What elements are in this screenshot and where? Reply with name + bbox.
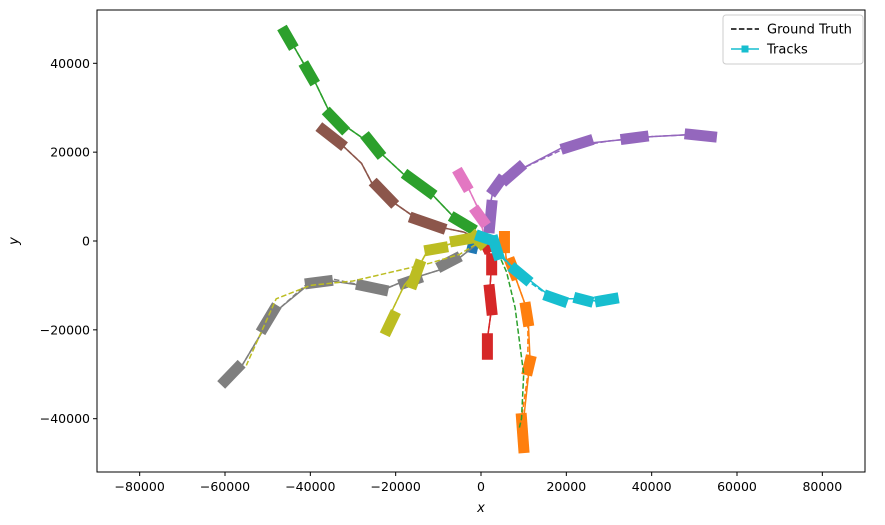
legend-tracks-label: Tracks xyxy=(766,43,808,58)
track-marker-cluster xyxy=(355,278,390,297)
y-tick-label: 20000 xyxy=(50,145,90,160)
track-marker-cluster xyxy=(619,130,650,145)
track-marker-cluster xyxy=(423,241,449,257)
track-marker-cluster xyxy=(483,283,498,316)
legend-ground-truth-label: Ground Truth xyxy=(767,23,852,38)
track-marker-cluster xyxy=(469,204,491,229)
track-series-6 xyxy=(315,122,482,242)
track-marker-cluster xyxy=(360,131,387,160)
legend-tracks-marker xyxy=(741,45,749,53)
x-axis-label: x xyxy=(476,501,485,516)
track-marker-cluster xyxy=(572,292,595,308)
track-marker-cluster xyxy=(483,199,498,234)
track-marker-cluster xyxy=(498,159,528,187)
x-tick-label: −40000 xyxy=(285,479,335,494)
y-tick-label: 40000 xyxy=(50,56,90,71)
x-tick-label: 60000 xyxy=(717,479,757,494)
track-marker-cluster xyxy=(315,122,348,151)
track-series-10 xyxy=(474,229,620,308)
x-tick-label: 40000 xyxy=(632,479,672,494)
y-tick-label: −20000 xyxy=(40,322,90,337)
track-marker-cluster xyxy=(449,232,475,248)
trajectories-layer xyxy=(217,24,718,454)
track-marker-cluster xyxy=(684,128,718,143)
y-axis-label: y xyxy=(7,237,22,246)
x-tick-label: −80000 xyxy=(115,479,165,494)
legend: Ground Truth Tracks xyxy=(722,14,864,65)
track-marker-cluster xyxy=(298,60,320,87)
track-marker-cluster xyxy=(447,211,478,236)
track-marker-cluster xyxy=(400,168,438,200)
track-marker-cluster xyxy=(594,292,620,308)
track-marker-cluster xyxy=(515,412,530,454)
track-series-3 xyxy=(277,24,525,428)
track-marker-cluster xyxy=(486,173,508,198)
track-marker-cluster xyxy=(368,177,400,209)
track-marker-cluster xyxy=(321,106,351,136)
track-series-8 xyxy=(217,240,482,389)
x-axis-ticks: −80000 −60000 −40000 −20000 0 20000 40000 60000… xyxy=(115,472,842,494)
track-marker-cluster xyxy=(521,354,537,377)
track-marker-cluster xyxy=(304,274,334,290)
track-marker-cluster xyxy=(486,234,505,262)
x-tick-label: 20000 xyxy=(546,479,586,494)
track-marker-cluster xyxy=(217,359,246,389)
track-marker-cluster xyxy=(542,289,570,308)
track-series-5 xyxy=(480,128,718,242)
track-marker-cluster xyxy=(519,301,535,328)
x-tick-label: −20000 xyxy=(371,479,421,494)
track-marker-cluster xyxy=(255,302,282,336)
x-tick-label: −60000 xyxy=(200,479,250,494)
track-marker-cluster xyxy=(559,134,595,155)
track-marker-cluster xyxy=(379,309,401,338)
x-tick-label: 80000 xyxy=(802,479,842,494)
track-marker-cluster xyxy=(277,24,299,51)
track-marker-cluster xyxy=(405,258,427,291)
track-marker-cluster xyxy=(507,262,534,287)
y-tick-label: −40000 xyxy=(40,411,90,426)
track-marker-cluster xyxy=(474,229,495,246)
track-marker-cluster xyxy=(452,166,474,193)
legend-frame xyxy=(722,14,864,65)
y-axis-ticks: −40000 −20000 0 20000 40000 xyxy=(40,56,97,426)
track-marker-cluster xyxy=(435,251,463,273)
y-tick-label: 0 xyxy=(82,234,90,249)
track-marker-cluster xyxy=(407,211,448,235)
x-tick-label: 0 xyxy=(477,479,485,494)
